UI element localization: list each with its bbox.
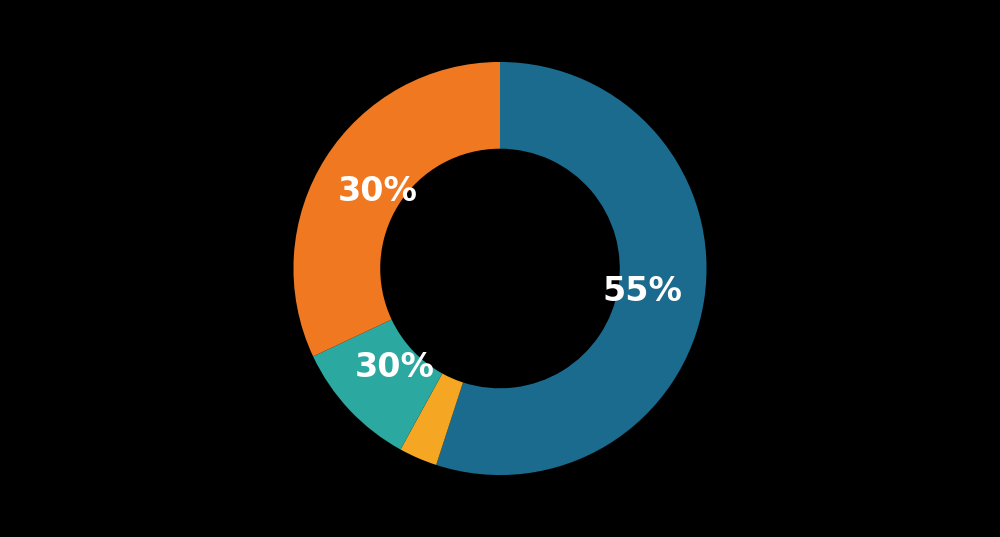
Wedge shape: [400, 373, 463, 465]
Wedge shape: [313, 320, 442, 449]
Text: 55%: 55%: [603, 274, 683, 308]
Wedge shape: [293, 62, 500, 357]
Text: 30%: 30%: [338, 175, 418, 207]
Text: 30%: 30%: [355, 351, 435, 384]
Wedge shape: [436, 62, 707, 475]
